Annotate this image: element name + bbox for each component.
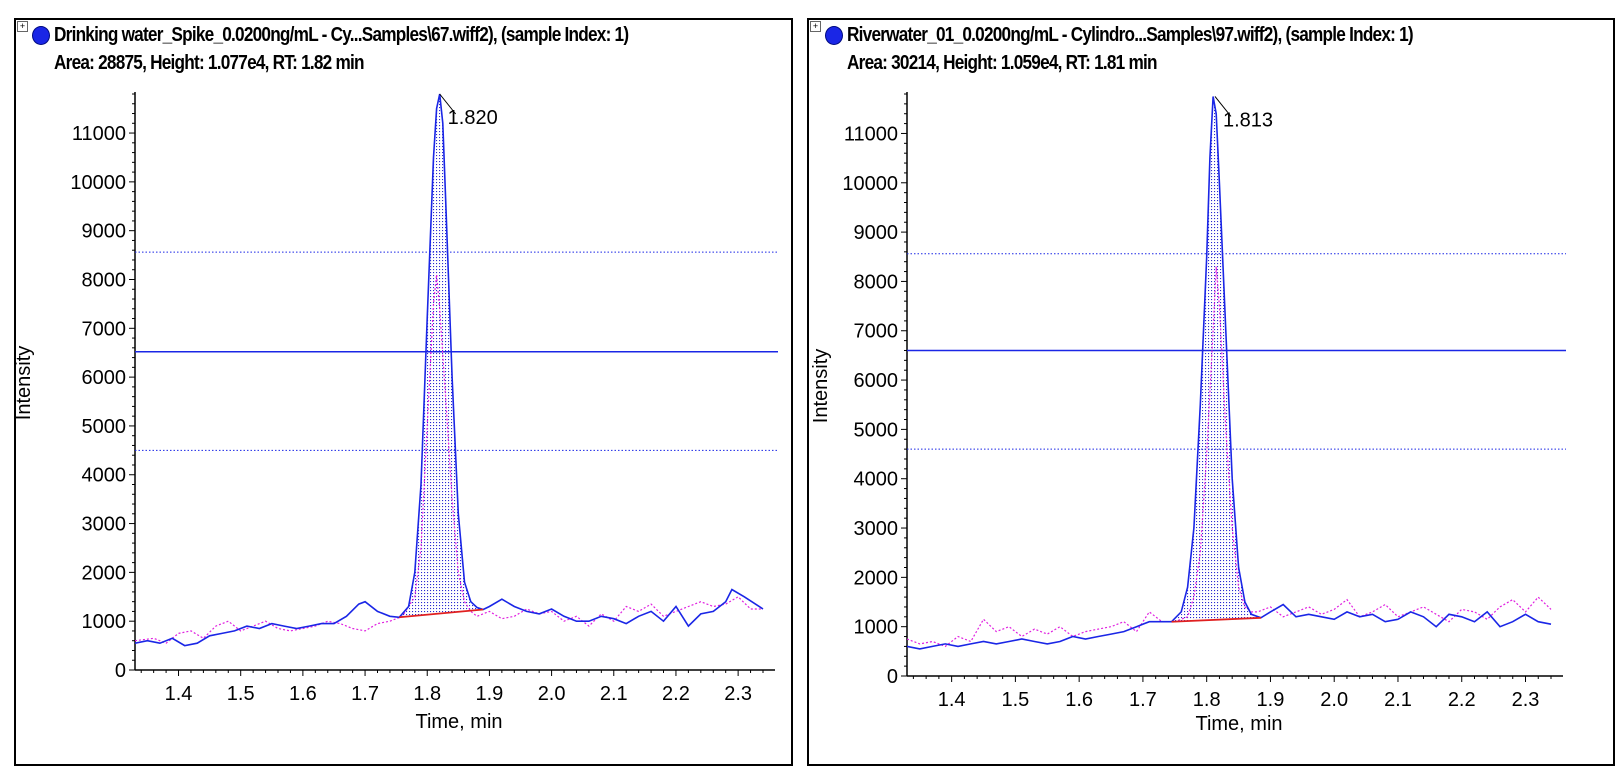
x-tick-label: 1.6	[1065, 689, 1093, 711]
y-tick-label: 2000	[854, 567, 899, 589]
y-tick-label: 10000	[70, 172, 126, 194]
x-tick-label: 1.9	[1257, 689, 1285, 711]
y-tick-label: 5000	[82, 416, 127, 438]
quantifier-ion-trace	[907, 96, 1552, 650]
x-tick-label: 2.0	[1320, 689, 1348, 711]
peak-label-leader	[1214, 96, 1232, 117]
y-tick-label: 6000	[82, 367, 127, 389]
y-tick-label: 0	[115, 660, 126, 682]
x-tick-label: 2.0	[538, 683, 566, 705]
y-tick-label: 9000	[82, 221, 127, 243]
y-tick-label: 1000	[82, 611, 127, 633]
peak-rt-label: 1.820	[448, 107, 498, 129]
integrated-peak-area	[399, 94, 484, 618]
chromatogram-panel-right: + Riverwater_01_0.0200ng/mL - Cylindro..…	[807, 18, 1615, 766]
y-tick-label: 4000	[82, 465, 127, 487]
peak-label-leader	[439, 93, 457, 115]
x-tick-label: 1.5	[227, 683, 255, 705]
quantifier-ion-trace	[135, 93, 764, 647]
sample-title: Drinking water_Spike_0.0200ng/mL - Cy...…	[54, 24, 629, 46]
x-tick-label: 2.2	[662, 683, 690, 705]
peak-summary: Area: 28875, Height: 1.077e4, RT: 1.82 m…	[54, 52, 365, 74]
x-tick-label: 1.4	[165, 683, 193, 705]
y-tick-label: 6000	[854, 370, 899, 392]
integration-baseline	[399, 608, 484, 619]
x-tick-label: 1.7	[1129, 689, 1157, 711]
x-axis-label: Time, min	[415, 711, 502, 733]
sample-color-dot-icon	[32, 26, 50, 45]
x-tick-label: 2.3	[724, 683, 752, 705]
panel-header: + Riverwater_01_0.0200ng/mL - Cylindro..…	[809, 20, 1613, 76]
integrated-peak-area	[1171, 96, 1261, 622]
x-tick-label: 1.8	[413, 683, 441, 705]
x-tick-label: 2.2	[1448, 689, 1476, 711]
y-tick-label: 8000	[82, 269, 127, 291]
chromatogram-panel-left: + Drinking water_Spike_0.0200ng/mL - Cy.…	[14, 18, 793, 766]
x-tick-label: 1.7	[351, 683, 379, 705]
y-tick-label: 8000	[854, 271, 899, 293]
expand-toggle-icon[interactable]: +	[810, 21, 821, 32]
sample-color-dot-icon	[825, 26, 843, 45]
panel-header: + Drinking water_Spike_0.0200ng/mL - Cy.…	[16, 20, 791, 76]
x-tick-label: 2.1	[600, 683, 628, 705]
y-tick-label: 3000	[82, 514, 127, 536]
y-tick-label: 7000	[82, 318, 127, 340]
y-tick-label: 9000	[854, 222, 899, 244]
y-tick-label: 2000	[82, 562, 127, 584]
x-tick-label: 2.1	[1384, 689, 1412, 711]
peak-rt-label: 1.813	[1223, 109, 1273, 131]
y-tick-label: 10000	[842, 173, 898, 195]
x-axis-label: Time, min	[1195, 713, 1282, 735]
chromatogram-plot: 0 1000 2000 3000 4000 5000 6000 7000 8000 9000 100…	[16, 92, 778, 733]
y-tick-label: 5000	[854, 419, 899, 441]
peak-summary: Area: 30214, Height: 1.059e4, RT: 1.81 m…	[847, 52, 1158, 74]
y-tick-label: 11000	[72, 123, 126, 145]
y-tick-label: 11000	[844, 123, 898, 145]
chromatogram-plot: 0 1000 2000 3000 4000 5000 6000 7000 8000 9000 100…	[810, 92, 1566, 735]
y-tick-label: 3000	[854, 518, 899, 540]
sample-title: Riverwater_01_0.0200ng/mL - Cylindro...S…	[847, 24, 1414, 46]
y-tick-label: 7000	[854, 321, 899, 343]
x-tick-label: 1.9	[476, 683, 504, 705]
x-tick-label: 1.5	[1001, 689, 1029, 711]
y-axis-label: Intensity	[16, 346, 35, 420]
y-tick-label: 0	[887, 666, 898, 688]
x-tick-label: 1.8	[1193, 689, 1221, 711]
x-tick-label: 1.6	[289, 683, 317, 705]
y-tick-label: 4000	[854, 469, 899, 491]
y-tick-label: 1000	[854, 617, 899, 639]
x-tick-label: 2.3	[1512, 689, 1540, 711]
x-tick-label: 1.4	[938, 689, 966, 711]
expand-toggle-icon[interactable]: +	[17, 21, 28, 32]
integration-baseline	[1171, 616, 1261, 623]
y-axis-label: Intensity	[810, 349, 832, 423]
